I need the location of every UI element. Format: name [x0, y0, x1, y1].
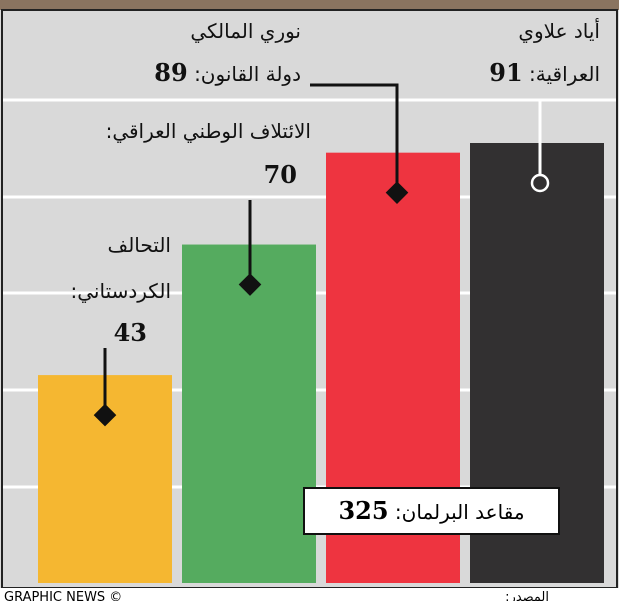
value-label: 43 — [47, 310, 147, 356]
leader-name: نوري المالكي — [101, 8, 301, 54]
total-label: مقاعد البرلمان: — [395, 500, 525, 524]
credit: GRAPHIC NEWS © — [4, 588, 122, 601]
infographic: أياد علاوي العراقية: 91 نوري المالكي دول… — [0, 0, 619, 601]
party-line: العراقية: 91 — [440, 50, 600, 97]
leader-dot — [532, 175, 548, 191]
value-label: 70 — [197, 152, 297, 198]
bar — [182, 245, 316, 583]
total-box: مقاعد البرلمان: 325 — [303, 487, 560, 535]
party: التحالف الكردستاني: — [46, 222, 171, 314]
value-label: 89 — [154, 58, 187, 87]
footer: GRAPHIC NEWS © المصدر: — [0, 588, 619, 601]
value-label: 91 — [489, 58, 522, 87]
party: دولة القانون: — [194, 62, 301, 86]
party: الائتلاف الوطني العراقي: — [11, 108, 311, 154]
total-value: 325 — [338, 496, 388, 525]
source-label: المصدر: — [505, 588, 549, 601]
leader-name: أياد علاوي — [440, 8, 600, 54]
party-line: دولة القانون: 89 — [81, 50, 301, 97]
party: العراقية: — [529, 62, 600, 86]
